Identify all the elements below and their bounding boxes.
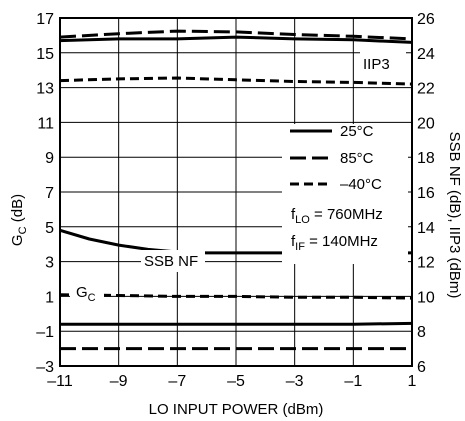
annotation-iip3: IIP3 xyxy=(363,56,390,73)
series-gc-solid xyxy=(60,321,413,326)
series-iip3-short-dash xyxy=(59,76,413,86)
x-tick-label: –1 xyxy=(344,373,362,390)
tick-labels: –11 –9 –7 –5 –3 –1 1–3–11357911131517681012141… xyxy=(36,11,435,390)
x-axis-title: LO INPUT POWER (dBm) xyxy=(149,401,324,418)
gc-label-background xyxy=(70,280,104,306)
y-right-tick-label: 10 xyxy=(417,289,435,306)
y-right-tick-label: 16 xyxy=(417,185,435,202)
annotation-ssbnf: SSB NF xyxy=(144,253,198,270)
y-left-tick-label: 11 xyxy=(37,115,54,132)
x-tick-label: –11 xyxy=(47,373,73,390)
y-right-tick-label: 14 xyxy=(417,220,435,237)
y-left-tick-label: 5 xyxy=(45,220,54,237)
legend-label-85c: 85°C xyxy=(340,150,374,167)
y-right-tick-label: 26 xyxy=(417,11,435,28)
y-left-tick-label: 13 xyxy=(36,81,54,98)
y-right-tick-label: 6 xyxy=(417,359,426,376)
y-left-tick-label: 17 xyxy=(36,11,54,28)
series-gc-short-dash xyxy=(59,293,413,300)
y-left-tick-label: 9 xyxy=(45,150,54,167)
x-tick-label: –3 xyxy=(286,373,304,390)
y-right-tick-label: 24 xyxy=(417,46,435,63)
y-left-tick-label: –3 xyxy=(36,359,54,376)
y-left-tick-label: 7 xyxy=(45,185,54,202)
y-axis-right-title: SSB NF (dB), IIP3 (dBm) xyxy=(446,132,463,299)
y-left-tick-label: 15 xyxy=(36,46,54,63)
annotation-flo: fLO = 760MHz xyxy=(291,206,383,226)
plot-frame xyxy=(59,17,413,367)
iip3-label-background xyxy=(360,52,406,74)
series-iip3-solid xyxy=(59,35,413,44)
x-tick-label: –9 xyxy=(110,373,128,390)
legend-label-25c: 25°C xyxy=(340,123,374,140)
annotation-fif: fIF = 140MHz xyxy=(291,233,378,253)
y-left-tick-label: 3 xyxy=(45,255,54,272)
ssbnf-label-background xyxy=(141,250,205,272)
legend-label-minus40c: –40°C xyxy=(340,176,382,193)
annotation-gc: GC xyxy=(76,284,96,304)
series-iip3-long-dash xyxy=(59,29,413,41)
legend: 25°C 85°C –40°C fLO = 760MHz fIF = 140MH… xyxy=(282,123,408,264)
y-right-tick-label: 20 xyxy=(417,115,435,132)
y-right-tick-label: 12 xyxy=(417,255,435,272)
legend-background xyxy=(282,124,408,264)
x-tick-label: –7 xyxy=(168,373,186,390)
y-left-tick-label: 1 xyxy=(45,289,54,306)
y-axis-left-title: GC (dB) xyxy=(9,194,29,246)
y-left-tick-label: –1 xyxy=(36,324,54,341)
x-tick-label: –5 xyxy=(227,373,245,390)
y-right-tick-label: 22 xyxy=(417,81,435,98)
y-right-tick-label: 8 xyxy=(417,324,426,341)
x-tick-label: 1 xyxy=(408,373,417,390)
y-right-tick-label: 18 xyxy=(417,150,435,167)
